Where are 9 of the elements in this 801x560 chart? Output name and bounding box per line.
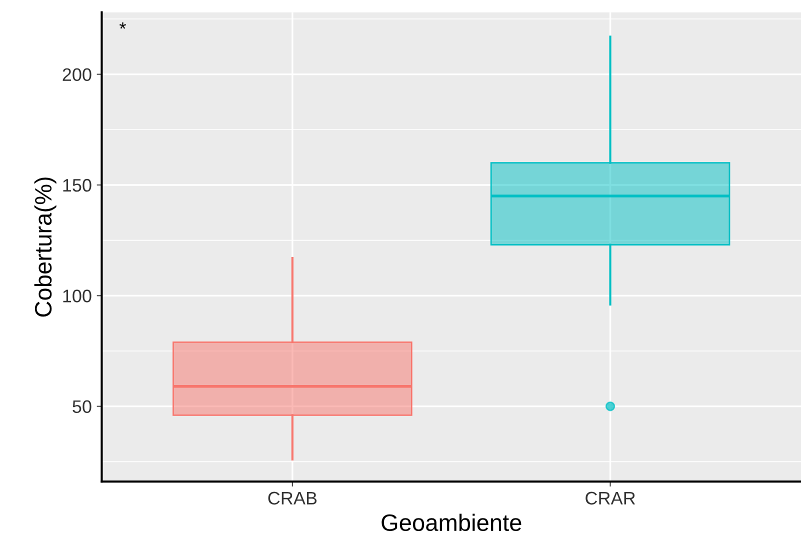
y-tick-label: 50 [72,400,92,414]
y-tick-label: 100 [63,290,92,302]
annotation: * [120,22,126,29]
y-tick-label: 150 [63,178,92,192]
y-axis-title: Cobertura(%) [34,178,56,317]
x-tick-label: CRAR [586,492,636,505]
y-tick-label: 200 [62,68,92,82]
x-axis-title: Geoambiente [382,514,522,532]
x-tick-label: CRAB [268,492,317,505]
